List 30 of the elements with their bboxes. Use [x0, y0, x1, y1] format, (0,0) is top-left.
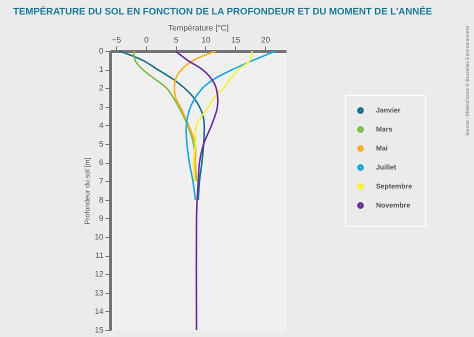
y-tick-label: 0 — [99, 46, 104, 56]
y-tick-label: 6 — [99, 158, 104, 168]
line-series — [118, 51, 206, 201]
line-series — [192, 51, 253, 182]
y-tick-label: 11 — [95, 251, 104, 260]
x-tick-label: 0 — [144, 36, 150, 44]
line-series — [174, 51, 219, 330]
y-tick-label: 2 — [99, 84, 104, 93]
y-tick-label: 8 — [99, 195, 104, 204]
x-tick-label: 20 — [261, 36, 271, 44]
y-tick-label: 15 — [94, 326, 104, 334]
x-tick-label: −5 — [112, 36, 122, 44]
y-tick-label: 5 — [99, 140, 104, 148]
y-tick-label: 10 — [94, 232, 104, 242]
y-tick-label: 14 — [94, 306, 104, 316]
y-tick-label: 3 — [99, 102, 104, 112]
x-axis-title: Température [°C] — [168, 24, 229, 32]
x-tick-label: 15 — [231, 36, 241, 44]
x-tick-label: 10 — [202, 36, 211, 44]
y-tick-label: 4 — [99, 120, 104, 130]
y-tick-label: 7 — [99, 176, 104, 186]
y-tick-label: 9 — [99, 214, 104, 223]
y-tick-label: 1 — [99, 65, 104, 74]
line-series — [174, 51, 217, 182]
line-series — [133, 51, 198, 182]
line-series — [185, 51, 277, 201]
chart-title: TEMPÉRATURE DU SOL EN FONCTION DE LA PROFONDEUR ET DU MOMENT DE L'ANNÉE — [13, 5, 433, 18]
y-tick-label: 12 — [94, 270, 104, 279]
x-tick-label: 5 — [174, 36, 179, 44]
y-tick-label: 13 — [94, 288, 104, 298]
